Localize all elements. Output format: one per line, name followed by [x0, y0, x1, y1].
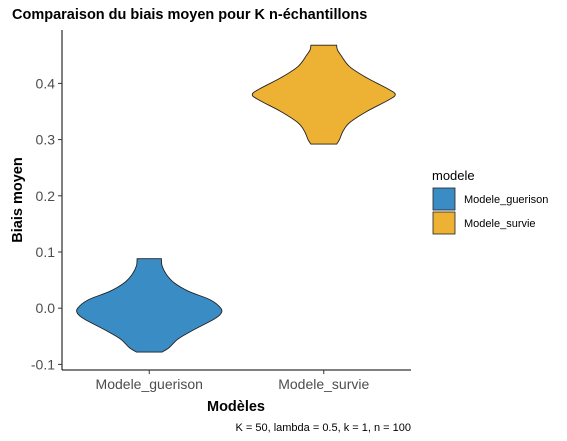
y-tick-label: -0.1	[31, 356, 55, 372]
y-tick-label: 0.4	[36, 75, 56, 91]
violin-modele-survie	[251, 44, 396, 145]
violins-layer	[76, 44, 396, 353]
y-tick-label: 0.3	[36, 132, 56, 148]
y-tick-label: 0.0	[36, 300, 56, 316]
violin-modele-guerison	[76, 258, 223, 353]
x-axis-title: Modèles	[207, 399, 265, 415]
legend-label: Modele_guerison	[464, 194, 548, 206]
legend-label: Modele_survie	[464, 218, 536, 230]
x-tick-label: Modele_survie	[278, 376, 369, 392]
legend-key-modele-guerison	[432, 187, 456, 211]
x-tick-label: Modele_guerison	[96, 376, 203, 392]
legend-key-modele-survie	[432, 211, 456, 235]
x-ticks: Modele_guerison Modele_survie	[96, 370, 369, 392]
y-tick-label: 0.2	[36, 188, 56, 204]
y-tick-label: 0.1	[36, 244, 56, 260]
chart-title: Comparaison du biais moyen pour K n-écha…	[12, 7, 367, 23]
y-ticks: -0.1 0.0 0.1 0.2 0.3 0.4	[31, 75, 62, 372]
y-axis-title: Biais moyen	[10, 157, 26, 242]
chart-caption: K = 50, lambda = 0.5, k = 1, n = 100	[235, 422, 411, 434]
legend-title: modele	[432, 168, 475, 183]
legend: modele Modele_guerison Modele_survie	[432, 168, 548, 235]
